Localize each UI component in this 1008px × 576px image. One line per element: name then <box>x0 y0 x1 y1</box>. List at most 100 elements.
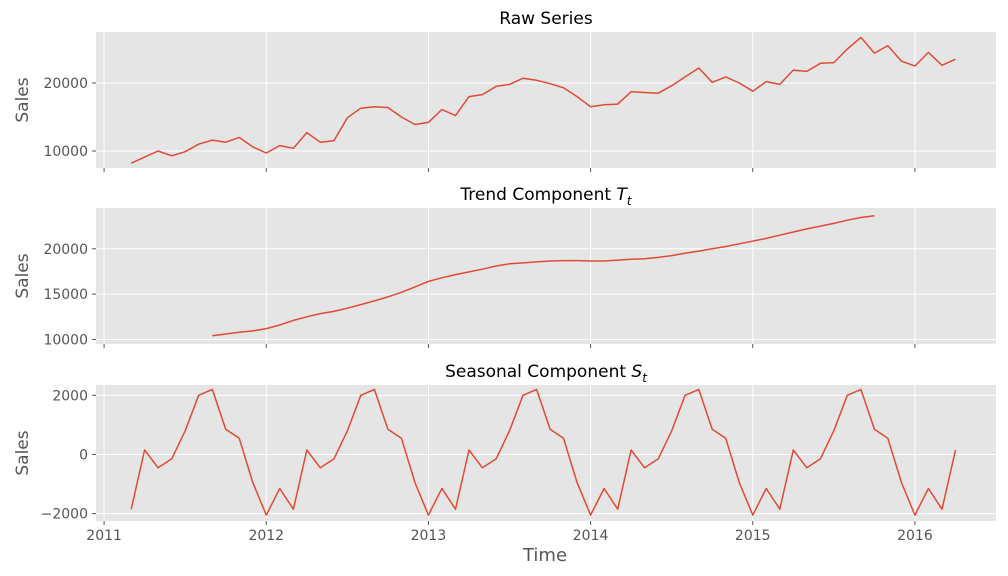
data-point <box>441 108 443 110</box>
data-point <box>373 106 375 108</box>
data-point <box>319 141 321 143</box>
data-point <box>346 307 348 309</box>
data-point <box>197 394 199 396</box>
y-tick-label: 10000 <box>43 144 88 160</box>
data-point <box>603 104 605 106</box>
data-point <box>400 437 402 439</box>
data-point <box>698 388 700 390</box>
series-line <box>130 36 956 164</box>
data-point <box>914 514 916 516</box>
data-point <box>414 123 416 125</box>
data-point <box>535 388 537 390</box>
data-point <box>954 449 956 451</box>
data-point <box>860 388 862 390</box>
data-point <box>414 481 416 483</box>
data-point <box>752 240 754 242</box>
data-point <box>711 248 713 250</box>
y-axis-label: Sales <box>13 77 33 122</box>
data-point <box>711 81 713 83</box>
data-point <box>819 225 821 227</box>
data-point <box>130 162 132 164</box>
data-point <box>346 117 348 119</box>
data-point <box>387 428 389 430</box>
data-point <box>481 268 483 270</box>
data-point <box>495 265 497 267</box>
data-point <box>454 273 456 275</box>
data-point <box>427 280 429 282</box>
data-point <box>468 449 470 451</box>
data-point <box>846 48 848 50</box>
data-point <box>279 487 281 489</box>
panel-1: 10000 20000 Sales Raw Series <box>13 9 996 172</box>
x-tick-label: 2013 <box>411 528 447 544</box>
data-point <box>657 458 659 460</box>
data-point <box>265 514 267 516</box>
data-point <box>833 61 835 63</box>
panel-2: 10000 15000 20000 Sales Trend Component Tt <box>13 185 996 348</box>
data-point <box>211 139 213 141</box>
data-point <box>373 300 375 302</box>
data-point <box>400 291 402 293</box>
data-point <box>941 64 943 66</box>
data-point <box>184 430 186 432</box>
data-point <box>576 259 578 261</box>
data-point <box>225 333 227 335</box>
data-point <box>711 428 713 430</box>
data-point <box>819 458 821 460</box>
data-point <box>549 260 551 262</box>
panel-title: Raw Series <box>499 9 593 29</box>
data-point <box>238 437 240 439</box>
data-point <box>292 508 294 510</box>
data-point <box>833 430 835 432</box>
data-point <box>171 155 173 157</box>
data-point <box>441 487 443 489</box>
data-point <box>427 121 429 123</box>
data-point <box>319 467 321 469</box>
data-point <box>306 449 308 451</box>
data-point <box>860 216 862 218</box>
data-point <box>333 140 335 142</box>
data-point <box>508 430 510 432</box>
data-point <box>765 487 767 489</box>
data-point <box>157 467 159 469</box>
data-point <box>671 254 673 256</box>
data-point <box>346 430 348 432</box>
data-point <box>360 303 362 305</box>
data-point <box>725 76 727 78</box>
data-point <box>157 150 159 152</box>
data-point <box>617 103 619 105</box>
data-point <box>373 388 375 390</box>
data-point <box>333 310 335 312</box>
y-tick-label: 20000 <box>43 242 88 258</box>
data-point <box>211 388 213 390</box>
data-point <box>387 106 389 108</box>
data-point <box>481 93 483 95</box>
data-point <box>522 262 524 264</box>
x-tick-label: 2011 <box>86 528 122 544</box>
data-point <box>225 428 227 430</box>
data-point <box>562 437 564 439</box>
data-point <box>887 437 889 439</box>
y-tick-label: 2000 <box>52 388 88 404</box>
data-point <box>427 514 429 516</box>
data-point <box>400 116 402 118</box>
data-point <box>576 95 578 97</box>
y-tick-label: 0 <box>79 447 88 463</box>
data-point <box>792 449 794 451</box>
panel-title: Trend Component Tt <box>459 185 632 208</box>
data-point <box>279 144 281 146</box>
data-point <box>468 271 470 273</box>
data-point <box>225 141 227 143</box>
data-point <box>725 245 727 247</box>
data-point <box>806 70 808 72</box>
data-point <box>143 449 145 451</box>
data-point <box>927 51 929 53</box>
data-point <box>454 508 456 510</box>
data-point <box>454 114 456 116</box>
y-axis-label: Sales <box>13 253 33 298</box>
data-point <box>252 481 254 483</box>
data-point <box>481 467 483 469</box>
data-point <box>265 327 267 329</box>
x-axis-label: Time <box>522 545 567 566</box>
